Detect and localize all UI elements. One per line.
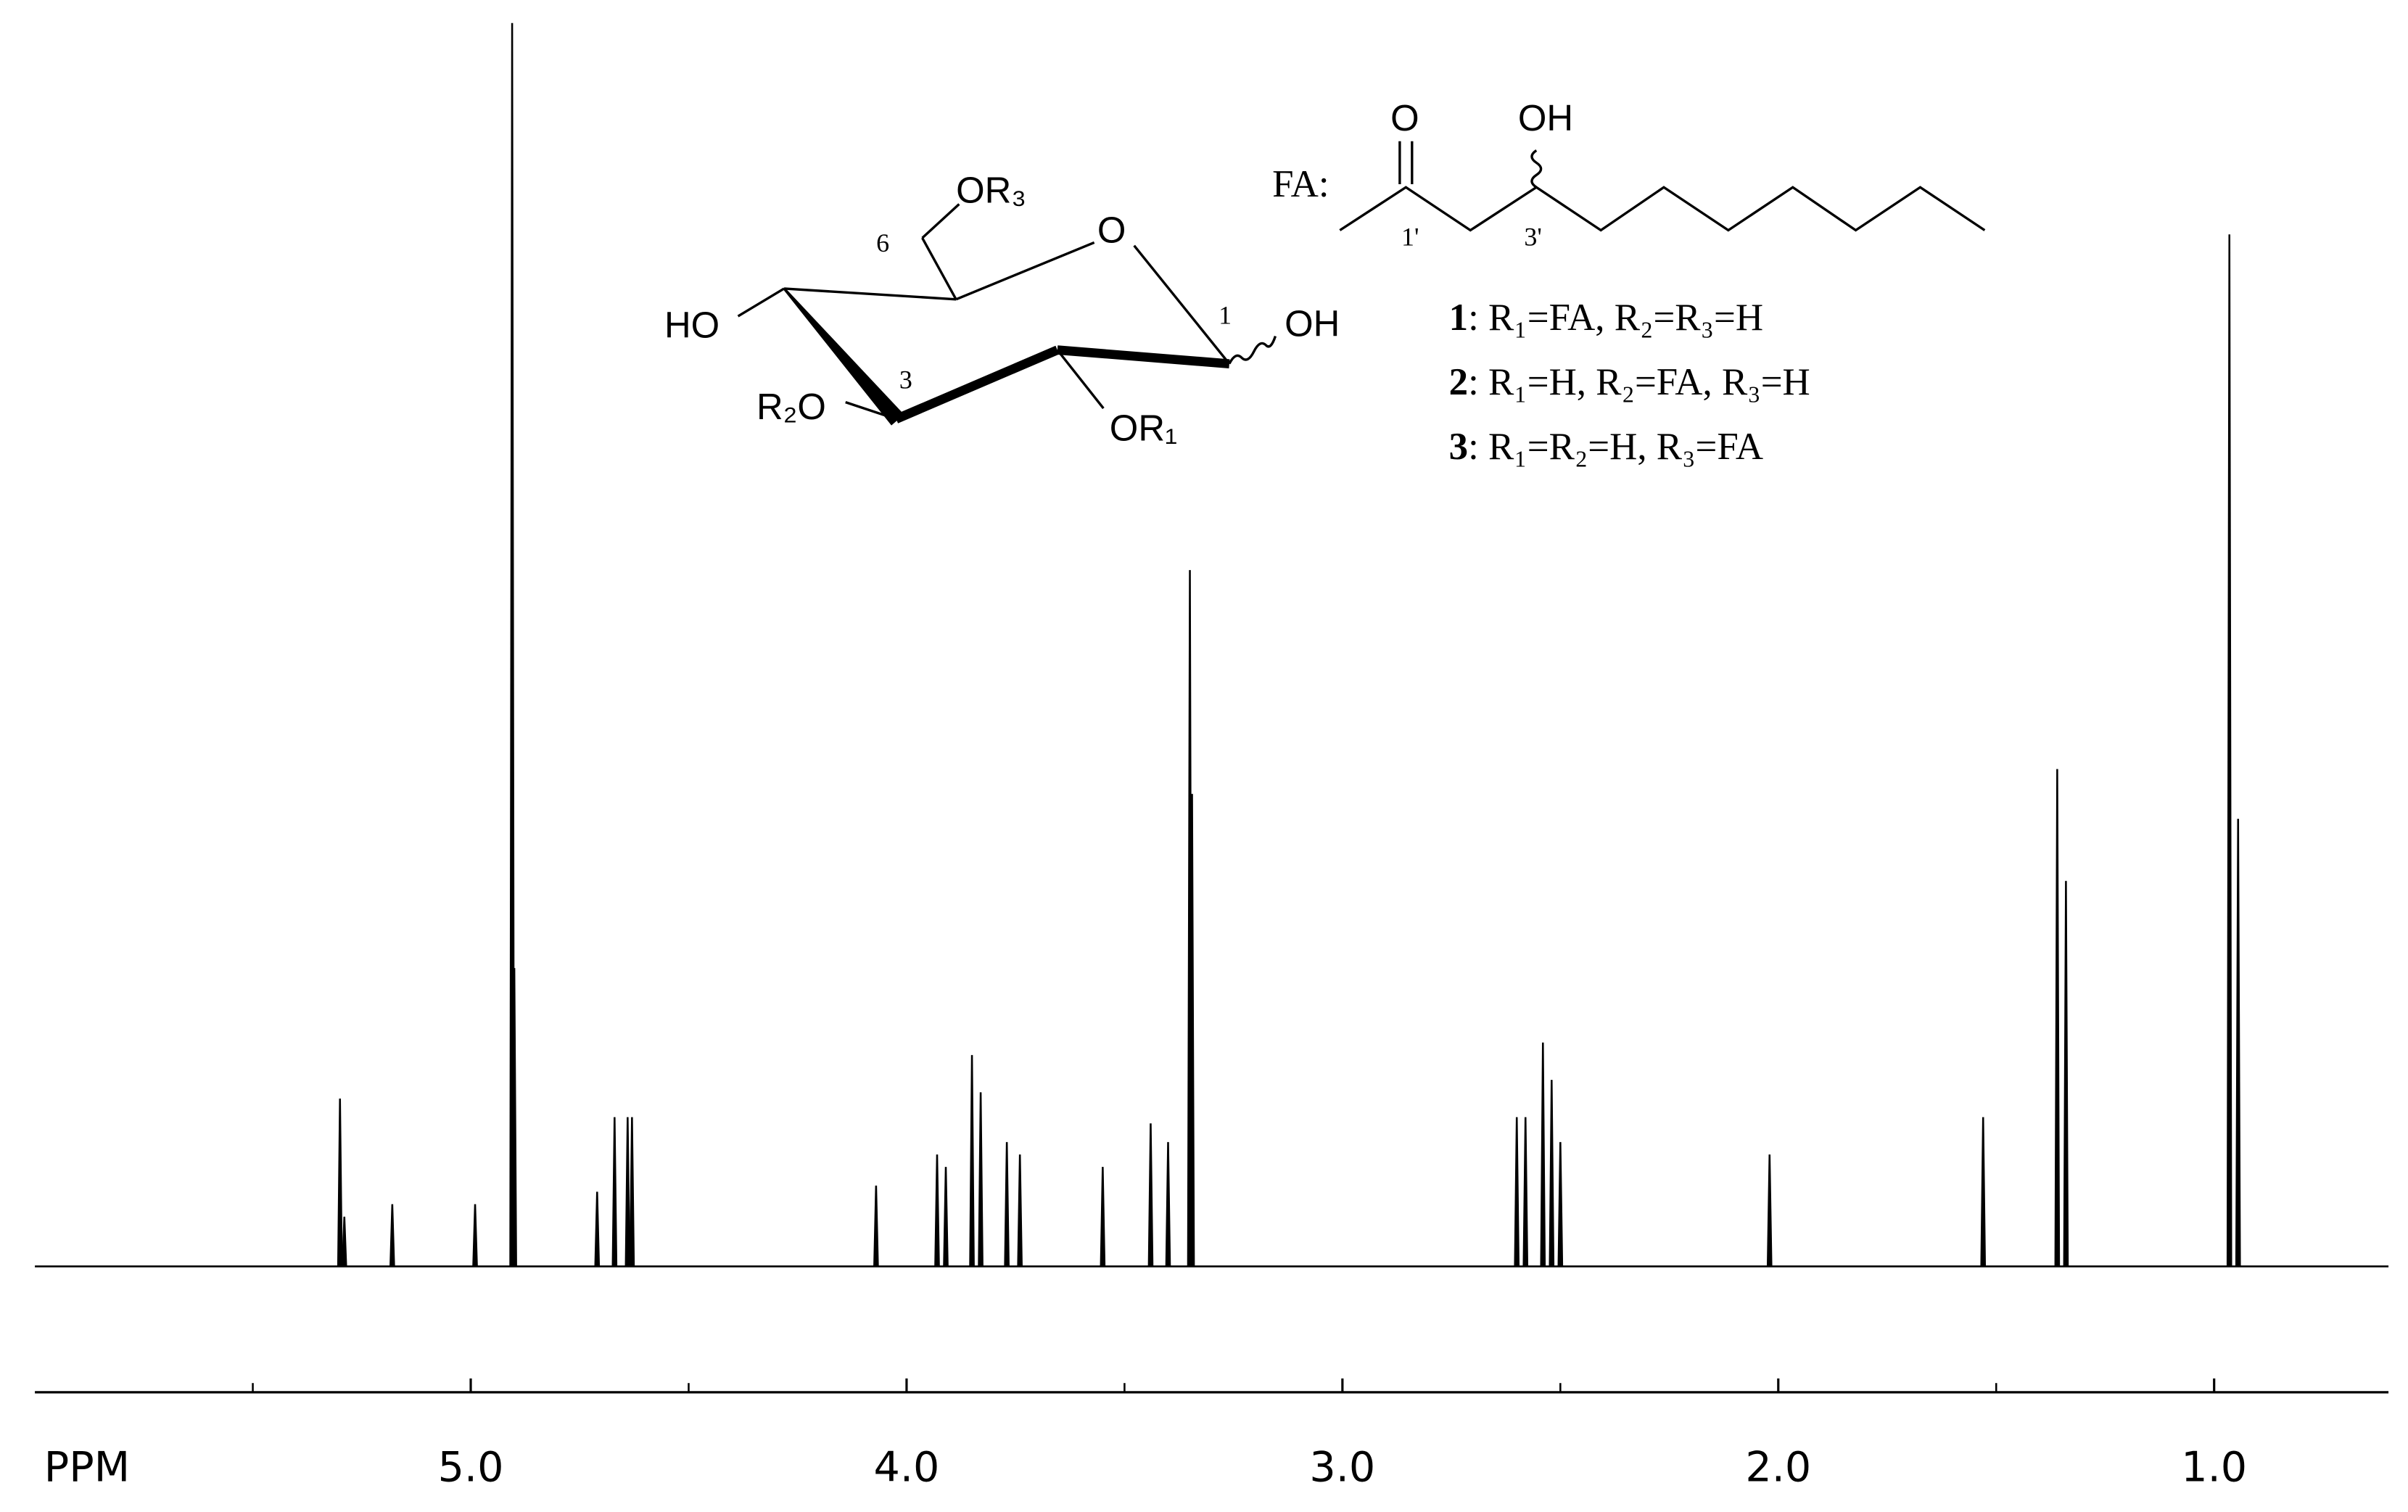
- compound-definition: : R₁=R₂=H, R₃=FA: [1468, 426, 1763, 468]
- x-tick-label: 3.0: [1309, 1444, 1375, 1492]
- peak: [969, 1054, 975, 1267]
- peak: [2226, 234, 2232, 1267]
- peak: [1147, 1123, 1154, 1267]
- structure-label: 1': [1401, 223, 1419, 252]
- x-tick-label: 5.0: [438, 1444, 504, 1492]
- peak: [389, 1204, 395, 1267]
- structure-drawing: [737, 141, 1986, 426]
- peak: [934, 1154, 940, 1267]
- peak: [341, 1216, 347, 1267]
- peak: [511, 967, 517, 1267]
- compound-line: 1: R₁=FA, R₂=R₃=H: [1449, 297, 1763, 339]
- x-axis-label: PPM: [44, 1444, 130, 1492]
- x-tick-label: 1.0: [2181, 1444, 2247, 1492]
- peak: [2235, 819, 2241, 1267]
- compound-number: 2: [1449, 361, 1468, 403]
- x-tick-label: 4.0: [874, 1444, 940, 1492]
- structure-label: OH: [1285, 303, 1340, 344]
- peak: [1165, 1141, 1171, 1267]
- peak: [2063, 880, 2069, 1267]
- peak: [509, 22, 515, 1267]
- peak: [1766, 1154, 1773, 1267]
- compound-number: 1: [1449, 297, 1468, 339]
- peak: [943, 1167, 949, 1267]
- peak: [337, 1098, 343, 1267]
- structure-label: O: [1097, 209, 1126, 250]
- x-tick-label: 2.0: [1745, 1444, 1811, 1492]
- compound-line: 3: R₁=R₂=H, R₃=FA: [1449, 426, 1763, 468]
- peak: [1017, 1154, 1023, 1267]
- structure-label: OH: [1518, 97, 1573, 139]
- peak: [2054, 769, 2061, 1267]
- structure-label: 3': [1524, 223, 1541, 252]
- peak: [873, 1185, 879, 1267]
- structure-label: OR₃: [956, 169, 1026, 210]
- peak: [594, 1191, 601, 1267]
- peak: [1557, 1141, 1564, 1267]
- peak: [1980, 1117, 1987, 1267]
- peak: [1100, 1167, 1106, 1267]
- structure-label: OR₁: [1110, 408, 1177, 449]
- peak: [611, 1117, 618, 1267]
- compound-definition: : R₁=FA, R₂=R₃=H: [1468, 297, 1763, 339]
- peak: [629, 1117, 635, 1267]
- peak: [472, 1204, 478, 1267]
- peak: [624, 1117, 631, 1267]
- compound-line: 2: R₁=H, R₂=FA, R₃=H: [1449, 361, 1810, 403]
- compound-number: 3: [1449, 426, 1468, 468]
- structure-label: 6: [876, 228, 889, 257]
- peak: [978, 1092, 984, 1267]
- peak: [1189, 793, 1195, 1267]
- structure-label: R₂O: [756, 386, 826, 427]
- peak: [1522, 1117, 1529, 1267]
- peak: [1549, 1080, 1555, 1267]
- peak: [1540, 1042, 1546, 1267]
- structure-label: FA:: [1272, 163, 1329, 205]
- structure-label: O: [1390, 97, 1419, 139]
- peak: [1514, 1117, 1520, 1267]
- structure-label: 1: [1219, 301, 1232, 330]
- compound-definition: : R₁=H, R₂=FA, R₃=H: [1468, 361, 1810, 403]
- structure-label: HO: [664, 305, 719, 346]
- peak: [1004, 1141, 1010, 1267]
- structure-label: 3: [899, 365, 912, 394]
